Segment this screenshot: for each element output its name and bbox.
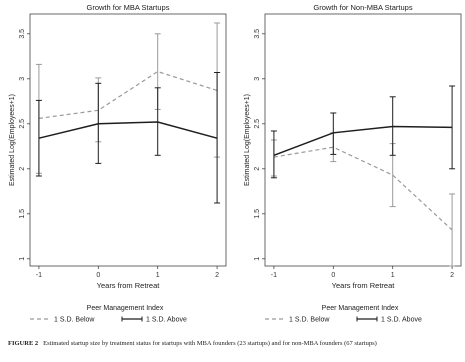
figure-label: FIGURE 2 <box>8 340 39 347</box>
figure-caption-text: Estimated startup size by treatment stat… <box>43 340 377 347</box>
x-axis-label: Years from Retreat <box>332 281 396 290</box>
y-tick-label: 3 <box>254 77 261 81</box>
chart-panel-1: Growth for MBA Startups 1 1.5 2 2.5 3 3.5 -1 0 1 2… <box>9 3 227 324</box>
plot-frame <box>29 13 227 267</box>
series-1 <box>270 132 456 267</box>
y-tick-label: 1.5 <box>19 209 26 219</box>
legend-item-1: 1 S.D. Below <box>265 317 330 324</box>
series-line <box>273 125 453 157</box>
x-tick-label: 2 <box>450 272 454 279</box>
legend-label: 1 S.D. Above <box>381 317 422 324</box>
x-tick-label: -1 <box>36 272 42 279</box>
series-2 <box>270 85 456 179</box>
series-line <box>273 146 453 231</box>
legend-label: 1 S.D. Below <box>289 317 330 324</box>
series-1 <box>35 22 221 174</box>
y-tick-label: 1 <box>254 257 261 261</box>
chart-title: Growth for MBA Startups <box>87 3 170 12</box>
legend-label: 1 S.D. Above <box>146 317 187 324</box>
y-axis-label: Estimated Log(Employees+1) <box>9 94 16 186</box>
y-tick-label: 2.5 <box>254 119 261 129</box>
y-tick-label: 3.5 <box>19 29 26 39</box>
plot-frame <box>264 13 462 267</box>
legend-item-2: 1 S.D. Above <box>356 316 422 324</box>
x-tick-label: 0 <box>331 272 335 279</box>
x-tick-label: 0 <box>96 272 100 279</box>
figure-caption: FIGURE 2 Estimated startup size by treatm… <box>8 340 458 349</box>
legend: Peer Management Index 1 S.D. Below 1 S.D. … <box>30 305 187 324</box>
chart-panel-2: Growth for Non-MBA Startups 1 1.5 2 2.5 3 3.5 -… <box>244 3 462 324</box>
y-tick-label: 3 <box>19 77 26 81</box>
y-tick-label: 2.5 <box>19 119 26 129</box>
series-2 <box>35 72 221 204</box>
series-line <box>38 70 218 119</box>
x-tick-label: 1 <box>391 272 395 279</box>
y-tick-label: 1 <box>19 257 26 261</box>
y-tick-label: 1.5 <box>254 209 261 219</box>
legend: Peer Management Index 1 S.D. Below 1 S.D. … <box>265 305 422 324</box>
y-tick-label: 2 <box>254 167 261 171</box>
legend-title: Peer Management Index <box>322 305 399 312</box>
x-tick-label: 1 <box>156 272 160 279</box>
y-tick-label: 3.5 <box>254 29 261 39</box>
chart-title: Growth for Non-MBA Startups <box>313 3 412 12</box>
y-tick-label: 2 <box>19 167 26 171</box>
x-axis-label: Years from Retreat <box>97 281 161 290</box>
y-axis-label: Estimated Log(Employees+1) <box>244 94 251 186</box>
legend-title: Peer Management Index <box>87 305 164 312</box>
x-tick-label: 2 <box>215 272 219 279</box>
legend-label: 1 S.D. Below <box>54 317 95 324</box>
x-tick-label: -1 <box>271 272 277 279</box>
legend-item-2: 1 S.D. Above <box>121 316 187 324</box>
series-line <box>38 121 218 139</box>
legend-item-1: 1 S.D. Below <box>30 317 95 324</box>
